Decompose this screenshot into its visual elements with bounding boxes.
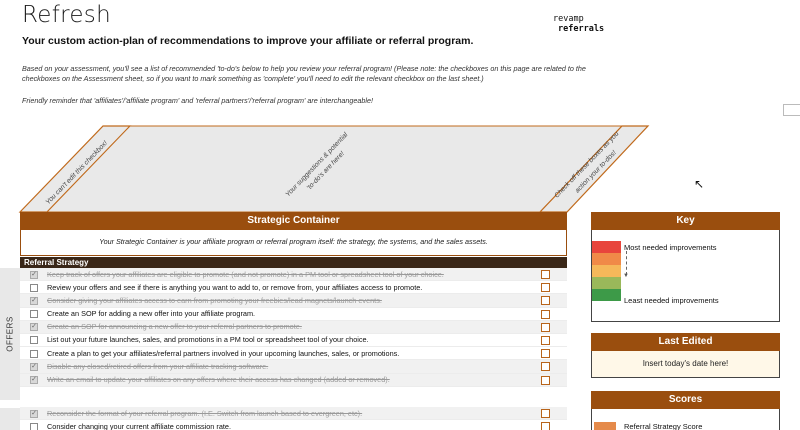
todo-text: Disable any closed/retired offers from y… [47, 361, 269, 371]
todo-text: Create a plan to get your affiliates/ref… [47, 348, 400, 358]
logo-line-2: referrals [558, 24, 605, 34]
todo-text: Consider giving your affiliates access t… [47, 295, 382, 305]
action-checkbox[interactable] [541, 375, 550, 385]
action-checkbox[interactable] [541, 349, 550, 359]
action-checkbox[interactable] [541, 270, 550, 279]
score-label: Referral Strategy Score [624, 422, 703, 430]
scores-header: Scores [591, 391, 780, 409]
key-swatch-4 [592, 277, 621, 289]
scores-panel: Referral Strategy Score [591, 409, 780, 430]
locked-checkbox: ✓ [30, 270, 38, 279]
intro-text: Based on your assessment, you'll see a l… [22, 64, 586, 83]
locked-checkbox [30, 336, 38, 345]
locked-checkbox: ✓ [30, 296, 38, 305]
mouse-cursor-icon: ↖ [694, 177, 705, 191]
key-panel: Most needed improvements ▼ Least needed … [591, 230, 780, 322]
table-row: Review your offers and see if there is a… [20, 281, 567, 295]
locked-checkbox [30, 310, 38, 319]
section-referral-strategy: Referral Strategy [20, 257, 567, 268]
action-checkbox[interactable] [541, 362, 550, 372]
action-checkbox[interactable] [541, 283, 550, 293]
table-row: ✓ Disable any closed/retired offers from … [20, 360, 567, 374]
key-swatch-3 [592, 265, 621, 277]
page-title: Refresh [22, 2, 111, 28]
diagonal-headers: You can't edit this checkbox! Your sugge… [18, 125, 650, 213]
todo-text: Write an email to update your affiliates… [47, 375, 390, 384]
todo-text: Keep track of offers your affiliates are… [47, 269, 444, 279]
table-row: ✓ Keep track of offers your affiliates ar… [20, 268, 567, 282]
locked-checkbox: ✓ [30, 409, 38, 418]
next-side-label [0, 408, 20, 430]
offers-label-text: OFFERS [5, 316, 15, 352]
todo-text: Consider changing your current affiliate… [47, 421, 231, 430]
table-row: ✓ Write an email to update your affiliate… [20, 373, 567, 387]
diag-middle-cell [45, 125, 624, 213]
key-header: Key [591, 212, 780, 230]
page-subtitle: Your custom action-plan of recommendatio… [22, 35, 474, 47]
offscreen-cell[interactable] [783, 104, 800, 116]
locked-checkbox: ✓ [30, 323, 38, 332]
action-checkbox[interactable] [541, 422, 550, 430]
todo-text: Create an SOP for adding a new offer int… [47, 309, 256, 319]
table-row: Consider changing your current affiliate… [20, 420, 567, 430]
table-row: ✓ Create an SOP for announcing a new offe… [20, 320, 567, 334]
locked-checkbox [30, 283, 38, 292]
table-row: Create a plan to get your affiliates/ref… [20, 347, 567, 361]
key-swatch-most [592, 241, 621, 253]
strategic-container-header: Strategic Container [20, 212, 567, 230]
table-row: Create an SOP for adding a new offer int… [20, 308, 567, 321]
locked-checkbox: ✓ [30, 376, 38, 384]
todo-text: Reconsider the format of your referral p… [47, 408, 363, 418]
last-edited-value[interactable]: Insert today's date here! [591, 351, 780, 378]
todo-text: Create an SOP for announcing a new offer… [47, 322, 302, 332]
locked-checkbox [30, 349, 38, 358]
todo-text: Review your offers and see if there is a… [47, 282, 423, 292]
action-checkbox[interactable] [541, 335, 550, 345]
locked-checkbox: ✓ [30, 362, 38, 371]
logo-line-1: revamp [553, 14, 584, 24]
action-list-format: ✓ Reconsider the format of your referral … [20, 407, 567, 430]
table-row: List out your future launches, sales, an… [20, 334, 567, 348]
action-checkbox[interactable] [541, 409, 550, 418]
locked-checkbox [30, 422, 38, 430]
offers-side-label: OFFERS [0, 268, 20, 400]
key-swatch-least [592, 289, 621, 301]
action-checkbox[interactable] [541, 309, 550, 319]
key-most-label: Most needed improvements [624, 243, 717, 252]
table-row: ✓ Reconsider the format of your referral … [20, 407, 567, 421]
action-checkbox[interactable] [541, 322, 550, 332]
todo-text: List out your future launches, sales, an… [47, 335, 369, 345]
reminder-text: Friendly reminder that 'affiliates'/'aff… [22, 96, 373, 105]
key-arrow-line [626, 251, 627, 275]
arrow-down-icon: ▼ [623, 273, 629, 279]
brand-logo: revamp referrals [553, 14, 604, 34]
key-least-label: Least needed improvements [624, 296, 719, 305]
action-checkbox[interactable] [541, 296, 550, 306]
strategic-container-description: Your Strategic Container is your affilia… [20, 230, 567, 256]
key-swatch-2 [592, 253, 621, 265]
action-list-offers: ✓ Keep track of offers your affiliates ar… [20, 268, 567, 387]
table-row: ✓ Consider giving your affiliates access … [20, 294, 567, 308]
score-swatch [594, 422, 616, 430]
last-edited-header: Last Edited [591, 333, 780, 351]
